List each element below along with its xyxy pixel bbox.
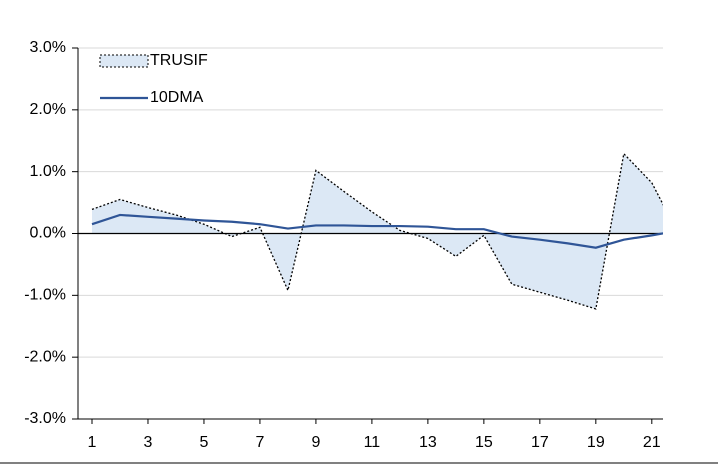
x-tick-label: 19	[587, 434, 605, 451]
x-tick-label: 17	[531, 434, 549, 451]
line	[91, 213, 663, 249]
y-tick-label: 2.0%	[30, 101, 66, 118]
x-tick-label: 21	[643, 434, 661, 451]
y-tick-label: -1.0%	[24, 287, 66, 304]
axes: -3.0%-2.0%-1.0%0.0%1.0%2.0%3.0%1 3 5 7 9 11 13…	[24, 39, 663, 451]
legend-label: 10DMA	[150, 89, 204, 106]
y-tick-label: -2.0%	[24, 348, 66, 365]
y-tick-label: 0.0%	[30, 225, 66, 242]
x-tick-label: 13	[419, 434, 437, 451]
y-tick-label: -3.0%	[24, 410, 66, 427]
x-tick-label: 7	[255, 434, 264, 451]
y-tick-label: 1.0%	[30, 163, 66, 180]
legend-swatch	[99, 54, 149, 68]
y-tick-label: 3.0%	[30, 39, 66, 56]
x-tick-label: 11	[364, 434, 381, 451]
area	[91, 153, 663, 309]
plot-area	[78, 152, 663, 310]
x-tick-label: 15	[475, 434, 493, 451]
x-tick-label: 1	[88, 434, 97, 451]
x-tick-label: 3	[144, 434, 153, 451]
x-tick-label: 5	[200, 434, 209, 451]
x-tick-label: 9	[311, 434, 320, 451]
legend-label: TRUSIF	[150, 52, 208, 69]
